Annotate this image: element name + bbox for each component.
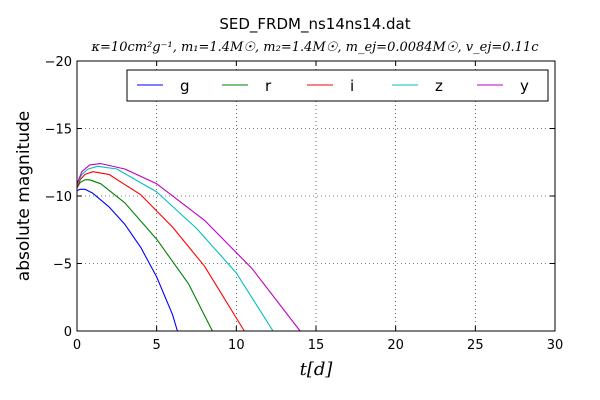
y-axis-label: absolute magnitude: [14, 111, 34, 281]
series-line-i: [76, 171, 245, 332]
x-tick-label: 25: [467, 338, 484, 353]
grid: [77, 61, 555, 331]
y-tick-label: −20: [45, 55, 72, 70]
series-line-g: [76, 188, 178, 332]
y-tick-label: −15: [45, 123, 72, 138]
legend-label-y: y: [520, 77, 529, 95]
series-line-r: [76, 179, 213, 332]
legend-label-z: z: [435, 77, 443, 95]
series-line-z: [76, 165, 274, 332]
y-tick-label: −10: [45, 190, 72, 205]
x-tick-label: 5: [153, 338, 161, 353]
legend-label-g: g: [180, 77, 190, 95]
y-tick-label: 0: [64, 325, 72, 340]
x-tick-label: 20: [387, 338, 404, 353]
y-tick-label: −5: [53, 258, 72, 273]
x-tick-label: 15: [308, 338, 325, 353]
chart-title: SED_FRDM_ns14ns14.dat: [219, 15, 410, 34]
series-line-y: [76, 163, 301, 332]
chart-subtitle: κ=10cm²g⁻¹, m₁=1.4M☉, m₂=1.4M☉, m_ej=0.0…: [91, 40, 540, 55]
x-axis-label: t[d]: [300, 359, 334, 380]
legend-label-r: r: [265, 77, 272, 95]
x-tick-label: 10: [228, 338, 245, 353]
legend-label-i: i: [350, 77, 354, 95]
ticks: 0 5 10 15 20 25 30 0 −5 −10 −15 −20: [45, 55, 564, 353]
plot-area: [76, 163, 301, 332]
x-tick-label: 30: [547, 338, 564, 353]
x-tick-label: 0: [73, 338, 81, 353]
